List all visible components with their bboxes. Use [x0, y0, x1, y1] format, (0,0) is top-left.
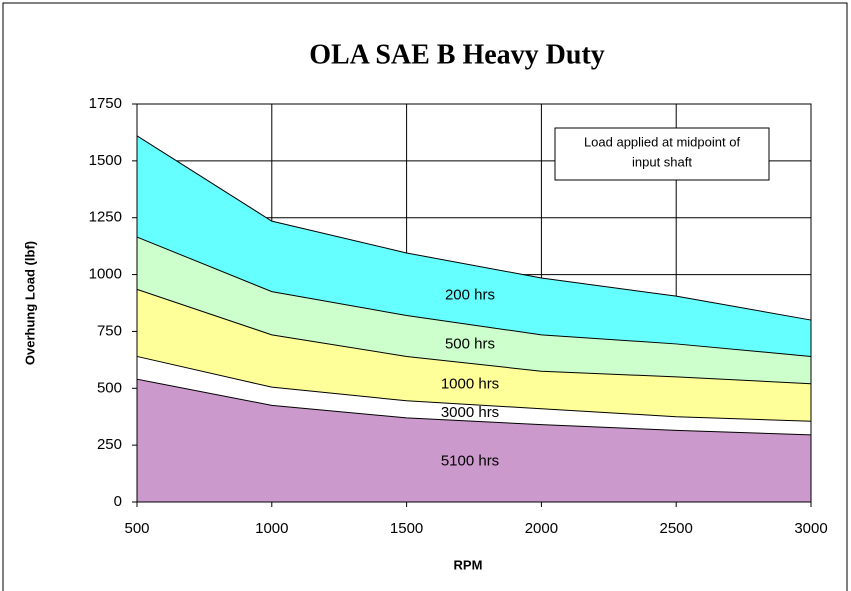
y-axis-label: Overhung Load (lbf) [22, 241, 37, 365]
x-tick-label: 500 [124, 520, 149, 537]
series-line [136, 355, 812, 422]
y-tick-label: 1750 [89, 95, 122, 112]
series-line [136, 288, 812, 385]
y-tick-label: 1500 [89, 152, 122, 169]
x-tick-label: 2500 [660, 520, 693, 537]
series-label: 3000 hrs [441, 404, 499, 421]
y-tick-label: 250 [97, 436, 122, 453]
y-tick-label: 500 [97, 379, 122, 396]
area [137, 379, 811, 502]
plot-border [136, 103, 812, 503]
x-tick-label: 2000 [525, 520, 558, 537]
series-line [136, 378, 812, 436]
y-tick-label: 0 [114, 493, 122, 510]
series-label: 5100 hrs [441, 453, 499, 470]
series-label: 1000 hrs [441, 375, 499, 392]
series-label: 200 hrs [445, 286, 495, 303]
series-label: 500 hrs [445, 335, 495, 352]
x-tick-label: 3000 [794, 520, 827, 537]
annotation-box [554, 127, 770, 181]
series-line [136, 236, 812, 357]
x-tick-label: 1000 [255, 520, 288, 537]
chart-title: OLA SAE B Heavy Duty [309, 39, 605, 70]
y-tick-label: 1250 [89, 209, 122, 226]
annotation: input shaft [632, 154, 692, 169]
y-tick-label: 750 [97, 322, 122, 339]
y-tick-label: 1000 [89, 266, 122, 283]
x-tick-label: 1500 [390, 520, 423, 537]
x-axis-label: RPM [454, 557, 483, 572]
series-line [136, 135, 812, 321]
annotation: Load applied at midpoint of [584, 134, 741, 149]
